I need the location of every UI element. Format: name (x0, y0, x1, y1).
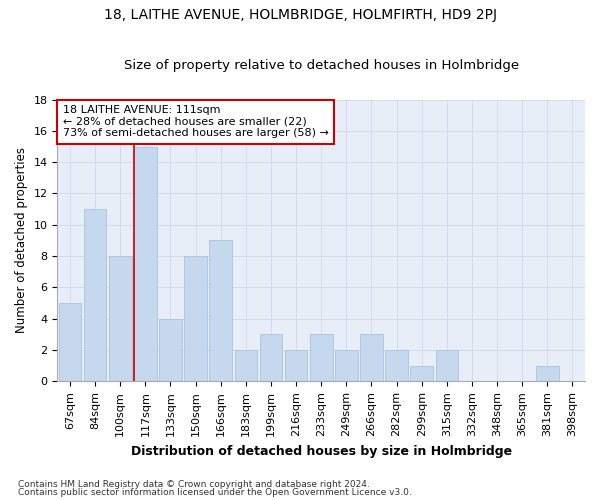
Bar (159, 318, 182, 382)
Bar (59, 303, 81, 382)
Bar (134, 146, 157, 382)
Bar (235, 350, 257, 382)
Bar (209, 240, 232, 382)
Bar (260, 334, 282, 382)
X-axis label: Distribution of detached houses by size in Holmbridge: Distribution of detached houses by size … (131, 444, 512, 458)
Text: 18, LAITHE AVENUE, HOLMBRIDGE, HOLMFIRTH, HD9 2PJ: 18, LAITHE AVENUE, HOLMBRIDGE, HOLMFIRTH… (104, 8, 497, 22)
Bar (285, 350, 307, 382)
Bar (109, 256, 131, 382)
Text: Contains public sector information licensed under the Open Government Licence v3: Contains public sector information licen… (18, 488, 412, 497)
Bar (410, 366, 433, 382)
Bar (335, 350, 358, 382)
Bar (184, 256, 207, 382)
Y-axis label: Number of detached properties: Number of detached properties (15, 148, 28, 334)
Text: Contains HM Land Registry data © Crown copyright and database right 2024.: Contains HM Land Registry data © Crown c… (18, 480, 370, 489)
Bar (310, 334, 332, 382)
Bar (436, 350, 458, 382)
Bar (360, 334, 383, 382)
Text: 18 LAITHE AVENUE: 111sqm
← 28% of detached houses are smaller (22)
73% of semi-d: 18 LAITHE AVENUE: 111sqm ← 28% of detach… (62, 105, 329, 138)
Bar (385, 350, 408, 382)
Bar (84, 209, 106, 382)
Title: Size of property relative to detached houses in Holmbridge: Size of property relative to detached ho… (124, 59, 519, 72)
Bar (536, 366, 559, 382)
